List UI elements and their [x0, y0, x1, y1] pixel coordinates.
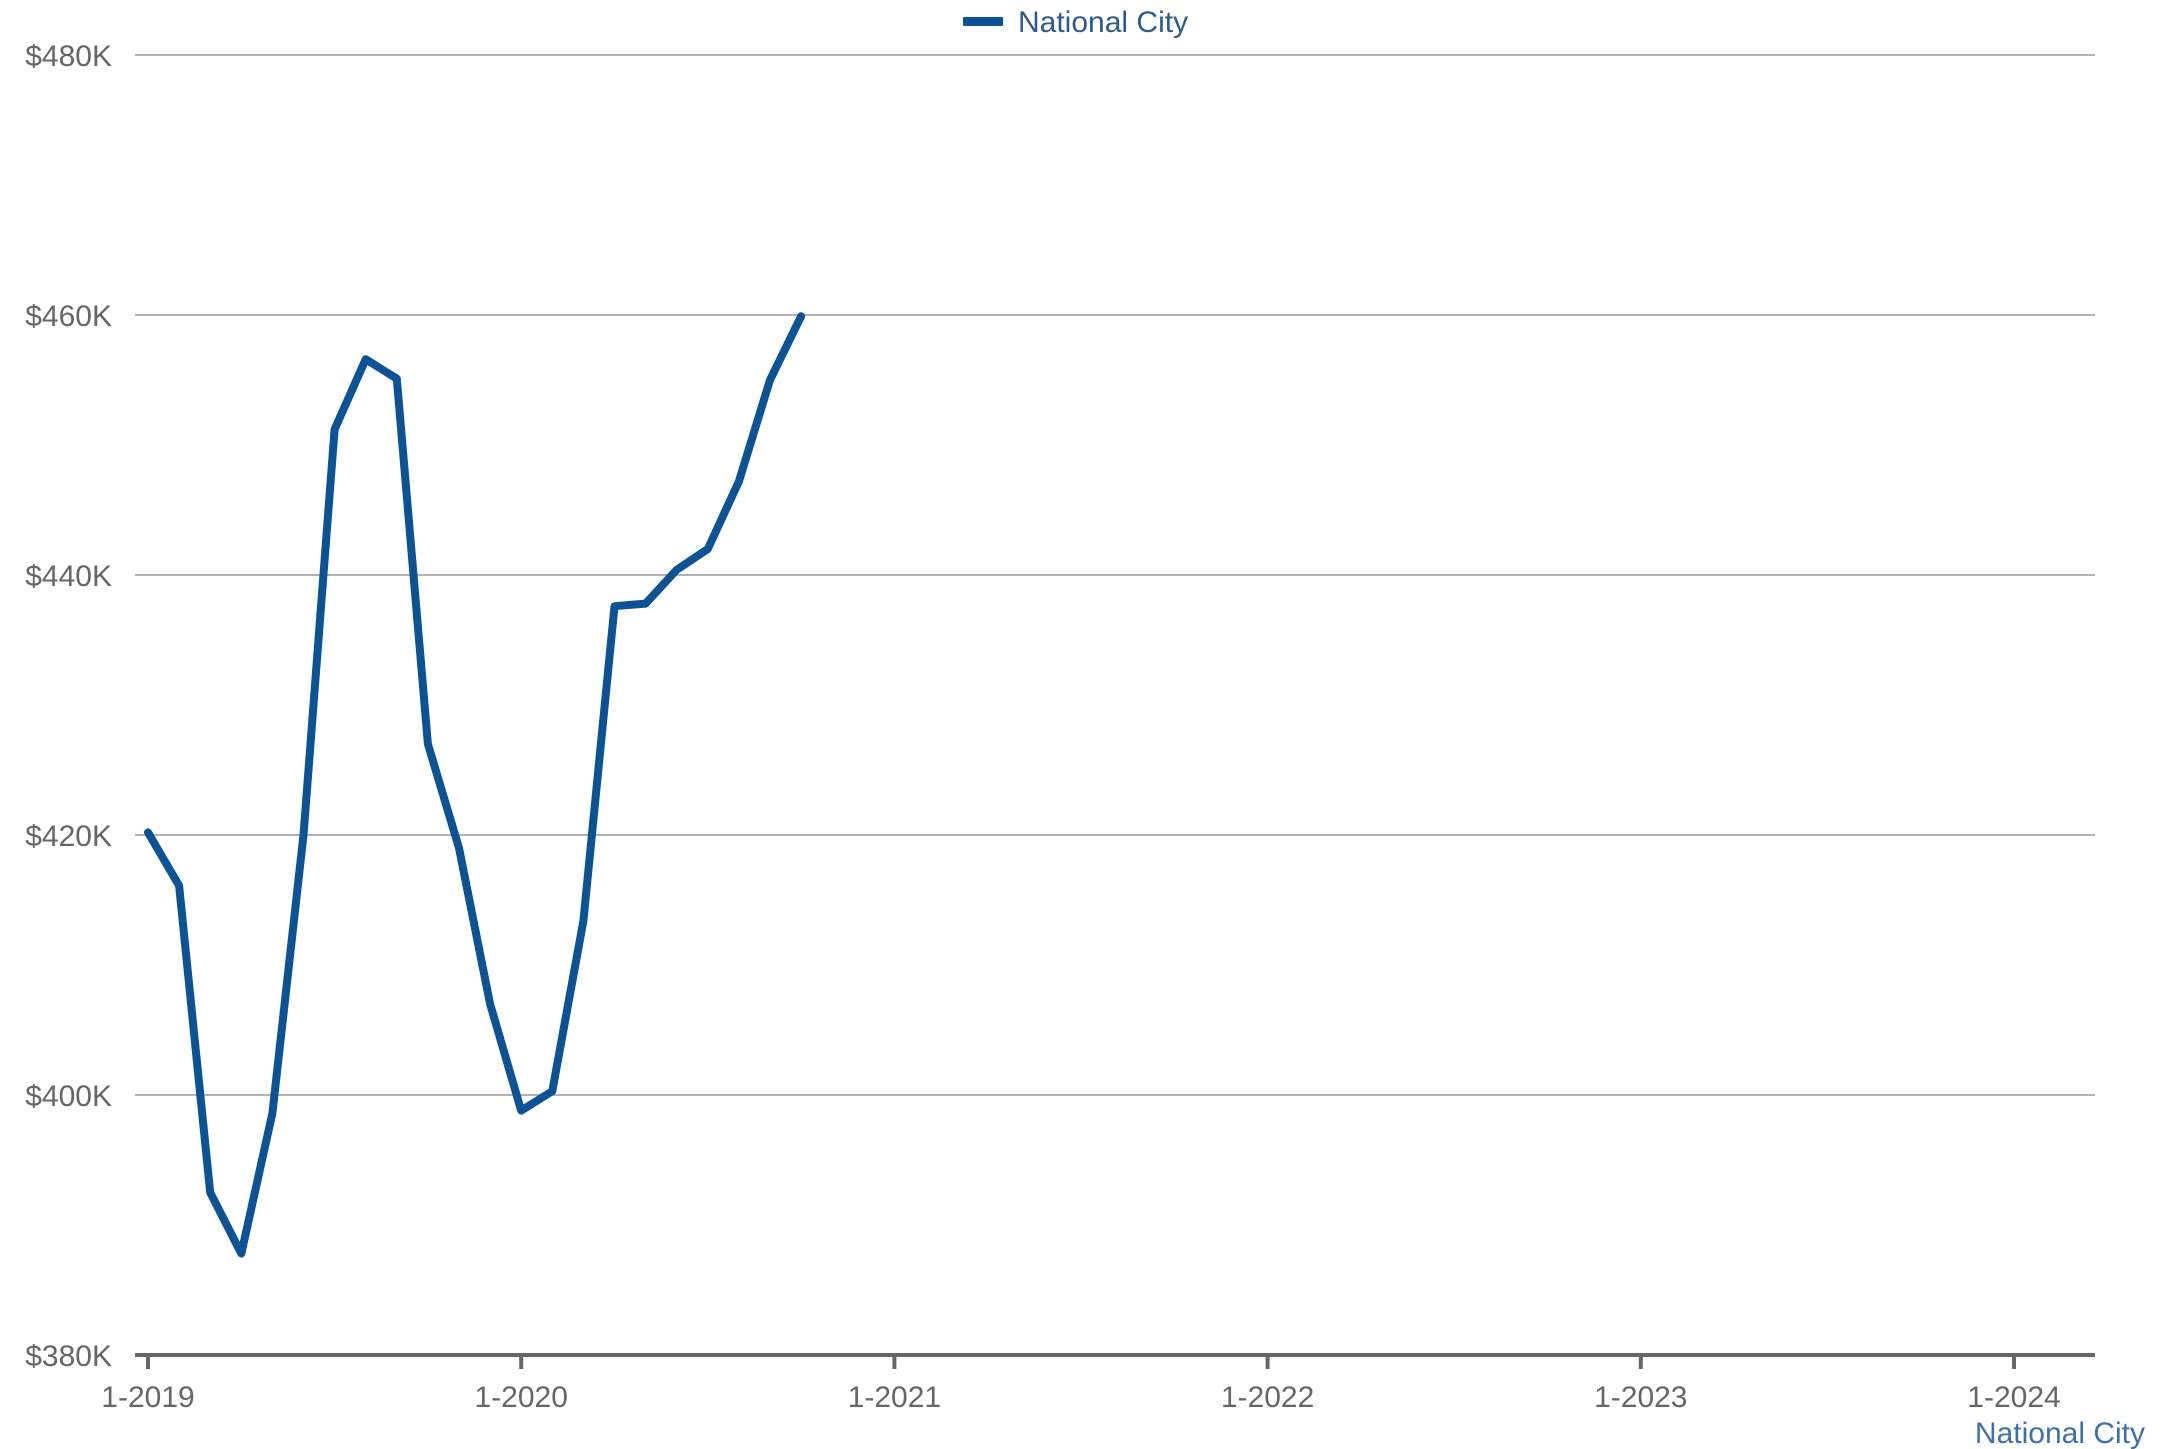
- y-tick-label: $480K: [25, 40, 112, 73]
- x-tick-label: 1-2024: [1967, 1381, 2060, 1414]
- y-tick-label: $460K: [25, 300, 112, 333]
- x-tick-label: 1-2019: [101, 1381, 194, 1414]
- x-tick-label: 1-2021: [848, 1381, 941, 1414]
- series-line[interactable]: [144, 312, 806, 1258]
- legend-label: National City: [1018, 6, 1188, 39]
- legend-swatch: [963, 17, 1003, 26]
- y-axis: $380K $400K $420K $440K $460K $480K: [25, 40, 112, 1373]
- y-tick-label: $380K: [25, 1340, 112, 1373]
- x-tick-label: 1-2020: [474, 1381, 567, 1414]
- x-axis: 1-2019 1-2020 1-2021 1-2022 1-2023 1-2024: [101, 1353, 2095, 1414]
- x-tick-label: 1-2022: [1221, 1381, 1314, 1414]
- y-tick-label: $420K: [25, 820, 112, 853]
- source-label: National City: [1975, 1417, 2145, 1449]
- gridlines: [135, 54, 2095, 1096]
- series-layer: [144, 312, 806, 1258]
- x-tick-label: 1-2023: [1594, 1381, 1687, 1414]
- y-tick-label: $440K: [25, 560, 112, 593]
- legend[interactable]: National City: [963, 6, 1188, 39]
- y-tick-label: $400K: [25, 1080, 112, 1113]
